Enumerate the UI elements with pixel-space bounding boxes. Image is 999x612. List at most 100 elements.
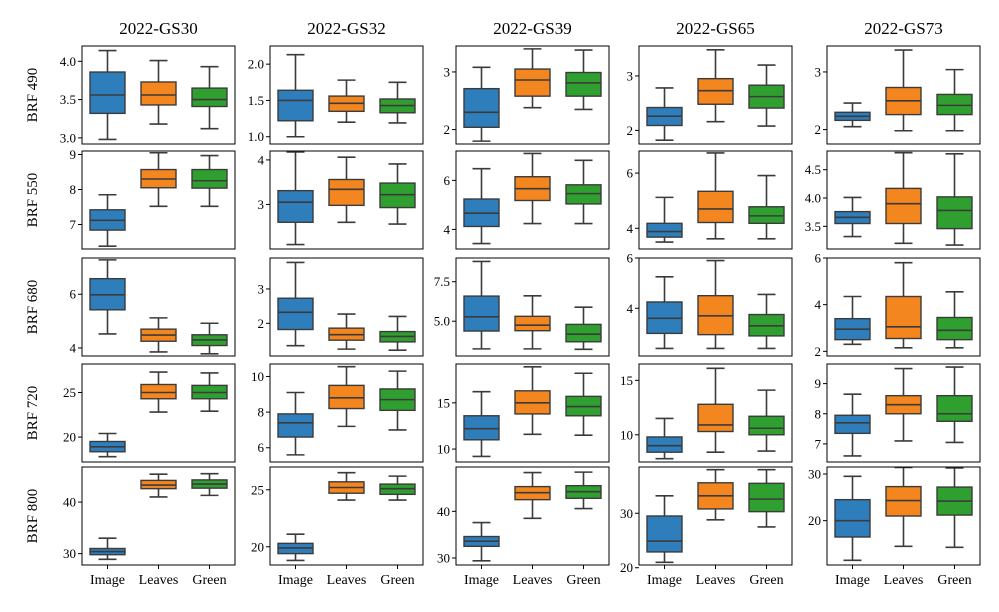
x-tick-label: Green — [192, 573, 226, 588]
x-tick-label: Image — [278, 573, 313, 588]
box-image — [277, 413, 314, 438]
box-leaves — [514, 315, 551, 332]
y-tick-label: 8 — [70, 182, 77, 197]
box-leaves — [328, 384, 365, 410]
y-tick-label: 2 — [815, 344, 822, 359]
y-tick-label: 4 — [815, 297, 822, 312]
panel-frame — [638, 257, 793, 357]
box-green — [936, 316, 973, 341]
panel-frame — [455, 45, 610, 145]
box-image — [89, 71, 126, 115]
panel-frame — [826, 257, 981, 357]
box-image — [277, 89, 314, 122]
y-tick-label: 9 — [70, 147, 77, 162]
panel-frame — [269, 45, 424, 145]
panel-frame — [81, 257, 236, 357]
box-image — [277, 297, 314, 331]
y-tick-label: 40 — [437, 504, 450, 519]
y-tick-label: 7.5 — [434, 274, 450, 289]
panel-frame — [826, 363, 981, 463]
y-tick-label: 3 — [258, 281, 265, 296]
box-image — [277, 189, 314, 223]
x-tick-label: Green — [566, 573, 600, 588]
panel-frame — [81, 45, 236, 145]
panel-frame — [81, 363, 236, 463]
box-green — [565, 71, 602, 97]
y-tick-label: 30 — [808, 467, 821, 482]
box-green — [748, 482, 785, 513]
box-leaves — [140, 383, 177, 400]
panel-frame — [638, 45, 793, 145]
panel-frame — [455, 150, 610, 250]
column-title: 2022-GS30 — [119, 19, 197, 38]
column-title: 2022-GS32 — [307, 19, 385, 38]
y-tick-label: 25 — [63, 385, 76, 400]
y-tick-label: 10 — [620, 427, 633, 442]
box-green — [191, 168, 228, 189]
row-label: BRF 680 — [25, 280, 41, 335]
panel-frame — [638, 363, 793, 463]
y-tick-label: 20 — [251, 539, 264, 554]
box-green — [748, 206, 785, 225]
y-tick-label: 3 — [627, 68, 634, 83]
x-tick-label: Leaves — [327, 573, 367, 588]
row-label: BRF 800 — [25, 489, 41, 544]
y-tick-label: 2.0 — [248, 57, 264, 72]
y-tick-label: 15 — [620, 373, 633, 388]
y-tick-label: 4.5 — [805, 162, 821, 177]
y-tick-label: 6 — [815, 251, 822, 266]
box-image — [834, 414, 871, 435]
y-tick-label: 20 — [808, 513, 821, 528]
box-leaves — [697, 77, 734, 105]
y-tick-label: 1.0 — [248, 129, 264, 144]
box-leaves — [885, 187, 922, 225]
y-tick-label: 3 — [444, 64, 451, 79]
y-tick-label: 4 — [627, 221, 634, 236]
y-tick-label: 6 — [444, 173, 451, 188]
x-tick-label: Leaves — [513, 573, 553, 588]
column-title: 2022-GS73 — [864, 19, 942, 38]
y-tick-label: 2 — [258, 316, 265, 331]
box-image — [646, 222, 683, 238]
y-tick-label: 20 — [63, 430, 76, 445]
panel-frame — [455, 363, 610, 463]
x-tick-label: Leaves — [696, 573, 736, 588]
y-tick-label: 6 — [258, 440, 265, 455]
y-tick-label: 6 — [627, 251, 634, 266]
y-tick-label: 7 — [815, 436, 822, 451]
y-tick-label: 4 — [627, 301, 634, 316]
box-image — [463, 295, 500, 332]
y-tick-label: 3.5 — [805, 219, 821, 234]
y-tick-label: 40 — [63, 495, 76, 510]
x-tick-label: Image — [835, 573, 870, 588]
y-tick-label: 8 — [815, 406, 822, 421]
y-tick-label: 10 — [437, 442, 450, 457]
x-tick-label: Green — [937, 573, 971, 588]
box-green — [191, 87, 228, 108]
box-leaves — [697, 190, 734, 224]
y-tick-label: 9 — [815, 376, 822, 391]
panel-frame — [826, 45, 981, 145]
box-green — [936, 394, 973, 422]
y-tick-label: 6 — [627, 166, 634, 181]
y-tick-label: 4 — [70, 340, 77, 355]
box-green — [748, 415, 785, 436]
box-leaves — [514, 68, 551, 97]
y-tick-label: 2 — [627, 123, 634, 138]
box-image — [463, 415, 500, 441]
y-tick-label: 2 — [444, 122, 451, 137]
y-tick-label: 8 — [258, 405, 265, 420]
column-title: 2022-GS65 — [676, 19, 754, 38]
box-image — [463, 87, 500, 128]
panel-frame — [269, 150, 424, 250]
y-tick-label: 5.0 — [434, 314, 450, 329]
panel-frame — [455, 257, 610, 357]
y-tick-label: 15 — [437, 395, 450, 410]
box-leaves — [885, 295, 922, 340]
box-green — [936, 196, 973, 230]
column-title: 2022-GS39 — [493, 19, 571, 38]
box-leaves — [697, 403, 734, 433]
box-image — [646, 515, 683, 553]
y-tick-label: 10 — [251, 369, 264, 384]
box-green — [936, 93, 973, 116]
